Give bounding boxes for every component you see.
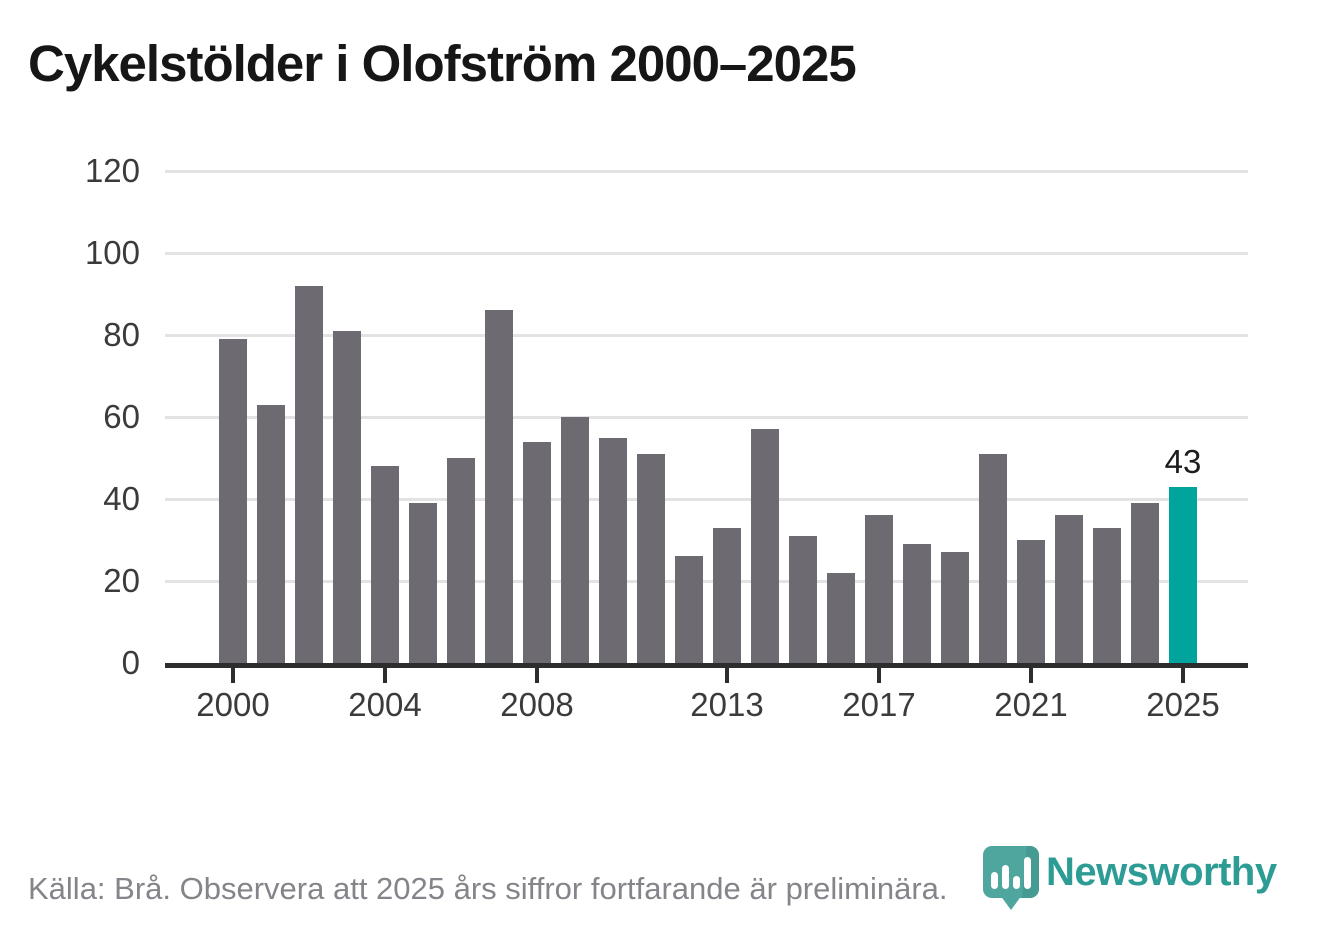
x-axis-tick-2004 xyxy=(383,668,387,683)
x-axis-tick-2008 xyxy=(535,668,539,683)
bar-2009 xyxy=(561,417,589,663)
bar-2008 xyxy=(523,441,551,663)
bar-2022 xyxy=(1055,515,1083,663)
bar-2013 xyxy=(713,527,741,663)
bar-2024 xyxy=(1131,503,1159,663)
x-axis-tick-label: 2000 xyxy=(196,686,270,723)
x-axis-tick-label: 2017 xyxy=(842,686,916,723)
gridline-120 xyxy=(165,170,1248,173)
bar-2019 xyxy=(941,552,969,663)
bar-2005 xyxy=(409,503,437,663)
newsworthy-wordmark: Newsworthy xyxy=(1046,850,1277,894)
x-axis-tick-label: 2021 xyxy=(994,686,1068,723)
bar-2000 xyxy=(219,339,247,663)
bar-2017 xyxy=(865,515,893,663)
bar-2006 xyxy=(447,458,475,663)
chart-title: Cykelstölder i Olofström 2000–2025 xyxy=(28,35,857,92)
y-axis-tick-label: 40 xyxy=(103,480,140,517)
y-axis-tick-label: 20 xyxy=(103,562,140,599)
gridline-100 xyxy=(165,252,1248,255)
bar-2025 xyxy=(1169,486,1197,663)
y-axis-tick-label: 100 xyxy=(84,234,140,271)
x-axis-tick-2021 xyxy=(1029,668,1033,683)
x-axis-tick-label: 2025 xyxy=(1146,686,1220,723)
newsworthy-logo[interactable]: Newsworthy xyxy=(982,845,1277,911)
bar-2010 xyxy=(599,437,627,663)
bar-2007 xyxy=(485,310,513,663)
y-axis-tick-label: 0 xyxy=(121,644,140,681)
bar-2020 xyxy=(979,453,1007,663)
x-axis-tick-label: 2004 xyxy=(348,686,422,723)
bar-2021 xyxy=(1017,540,1045,663)
bar-2014 xyxy=(751,429,779,663)
gridline-20 xyxy=(165,580,1248,583)
bar-2011 xyxy=(637,453,665,663)
y-axis-tick-label: 80 xyxy=(103,316,140,353)
highlight-bar-value-label: 43 xyxy=(1164,442,1202,480)
bar-2015 xyxy=(789,535,817,663)
y-axis-tick-label: 120 xyxy=(84,152,140,189)
gridline-80 xyxy=(165,334,1248,337)
x-axis-tick-2013 xyxy=(725,668,729,683)
x-axis-line xyxy=(165,663,1248,668)
gridline-40 xyxy=(165,498,1248,501)
bar-2001 xyxy=(257,404,285,663)
bar-2002 xyxy=(295,285,323,663)
y-axis-tick-label: 60 xyxy=(103,398,140,435)
x-axis-tick-2000 xyxy=(231,668,235,683)
source-note: Källa: Brå. Observera att 2025 års siffr… xyxy=(28,871,948,906)
bar-2012 xyxy=(675,556,703,663)
x-axis-tick-2025 xyxy=(1181,668,1185,683)
bar-2023 xyxy=(1093,527,1121,663)
x-axis-tick-label: 2013 xyxy=(690,686,764,723)
bar-2018 xyxy=(903,544,931,663)
x-axis-tick-2017 xyxy=(877,668,881,683)
bar-2004 xyxy=(371,466,399,663)
bar-2016 xyxy=(827,572,855,663)
newsworthy-pin-icon xyxy=(983,846,1039,910)
x-axis-tick-label: 2008 xyxy=(500,686,574,723)
gridline-60 xyxy=(165,416,1248,419)
bar-2003 xyxy=(333,330,361,663)
